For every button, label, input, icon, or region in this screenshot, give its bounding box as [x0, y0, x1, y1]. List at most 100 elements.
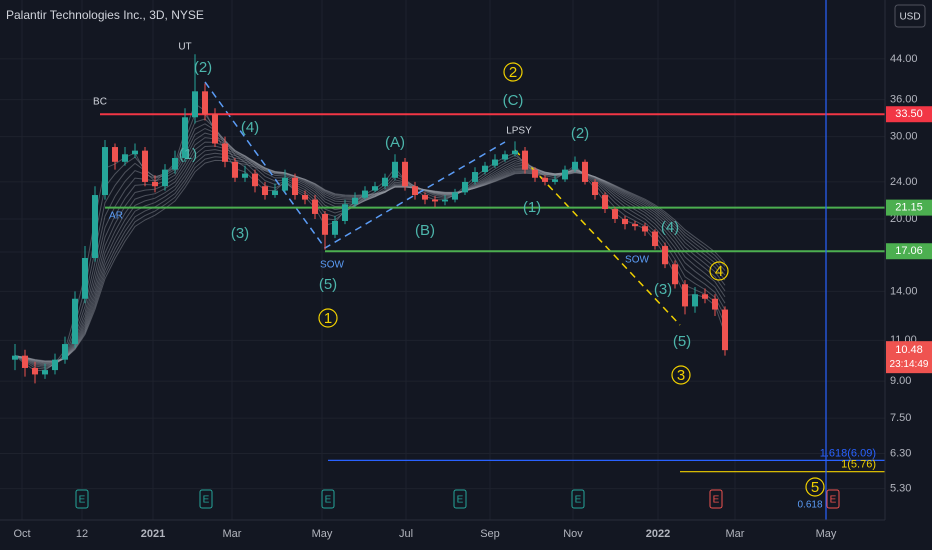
candle-body [192, 91, 198, 118]
candle-body [92, 195, 98, 259]
price-tag [886, 106, 932, 123]
earnings-label: E [203, 495, 210, 506]
candle-body [602, 195, 608, 210]
x-tick-label: May [816, 528, 837, 540]
annotation: LPSY [506, 126, 532, 137]
price-tag-label: 33.50 [895, 108, 923, 120]
candle-body [372, 186, 378, 191]
y-tick-label: 7.50 [890, 412, 911, 424]
candle-body [432, 199, 438, 202]
x-tick-label: May [312, 528, 333, 540]
x-tick-label: 12 [76, 528, 88, 540]
candle-body [522, 150, 528, 170]
y-tick-label: 6.30 [890, 447, 911, 459]
candle-body [482, 165, 488, 173]
ma-line [14, 141, 726, 364]
candle-body [492, 159, 498, 166]
candle-body [82, 258, 88, 299]
annotation: BC [93, 97, 107, 108]
candle-body [652, 231, 658, 247]
candle-body [132, 150, 138, 155]
axis-labels: 5.306.307.509.0011.0014.0017.0020.0024.0… [13, 53, 932, 540]
candle-body [532, 169, 538, 178]
candle-body [542, 177, 548, 182]
candle-body [502, 154, 508, 160]
candle-body [382, 177, 388, 187]
ma-line [14, 132, 726, 365]
candle-body [682, 284, 688, 307]
candle-body [312, 199, 318, 214]
candle-body [662, 246, 668, 265]
circle [709, 261, 729, 281]
circle [318, 308, 338, 328]
earnings-box [199, 489, 213, 509]
ma-line [14, 152, 726, 363]
candle-body [272, 190, 278, 196]
circle [671, 365, 691, 385]
fib-label: 1(5.76) [841, 459, 876, 471]
wave-label: (5) [673, 333, 691, 350]
y-tick-label: 24.00 [890, 176, 918, 188]
candle-body [462, 181, 468, 193]
candle-body [142, 150, 148, 182]
price-tag [886, 243, 932, 260]
wave-label: 4 [715, 263, 723, 280]
candle-body [622, 218, 628, 225]
annotation: AR [109, 211, 123, 222]
levels: 1.618(6.09)1(5.76) [100, 0, 885, 520]
y-tick-label: 14.00 [890, 285, 918, 297]
wave-label: (C) [503, 92, 524, 109]
currency-box [894, 4, 926, 28]
candle-body [452, 192, 458, 200]
candle-body [552, 179, 558, 182]
ma-line [14, 137, 726, 365]
candle-body [722, 309, 728, 351]
candles [12, 54, 728, 384]
ma-line [14, 127, 726, 366]
candle-body [292, 177, 298, 196]
candle-body [122, 154, 128, 162]
candle-body [212, 114, 218, 144]
candle-body [242, 173, 248, 178]
annotation: UT [178, 42, 191, 53]
x-tick-label: Mar [223, 528, 242, 540]
chart-title: Palantir Technologies Inc., 3D, NYSE [6, 8, 204, 22]
time-axis [0, 520, 932, 550]
candle-body [632, 224, 638, 227]
candle-body [32, 367, 38, 375]
wave-label: 2 [509, 64, 517, 81]
earnings-label: E [325, 495, 332, 506]
last-price-tag [886, 341, 932, 374]
wave-label: 5 [811, 479, 819, 496]
candle-body [152, 181, 158, 187]
candle-body [692, 294, 698, 307]
candle-body [332, 220, 338, 235]
candle-body [262, 186, 268, 196]
earnings-box [453, 489, 467, 509]
earnings-box [826, 489, 840, 509]
ma-line [14, 149, 726, 363]
candle-body [72, 298, 78, 345]
candle-body [252, 173, 258, 187]
ma-line [14, 123, 726, 367]
y-tick-label: 9.00 [890, 375, 911, 387]
candle-body [592, 181, 598, 196]
candle-body [572, 161, 578, 170]
candle-body [172, 158, 178, 170]
y-tick-label: 44.00 [890, 53, 918, 65]
wave-label: (4) [241, 119, 259, 136]
candle-body [182, 117, 188, 159]
candle-body [352, 197, 358, 205]
earnings-label: E [79, 495, 86, 506]
wave-label: (2) [571, 125, 589, 142]
countdown: 23:14:49 [890, 359, 929, 370]
wave-label: (1) [179, 146, 197, 163]
candle-body [392, 161, 398, 178]
y-tick-label: 20.00 [890, 213, 918, 225]
wave-label: (5) [319, 276, 337, 293]
candle-body [322, 213, 328, 235]
wave-label: (3) [231, 225, 249, 242]
